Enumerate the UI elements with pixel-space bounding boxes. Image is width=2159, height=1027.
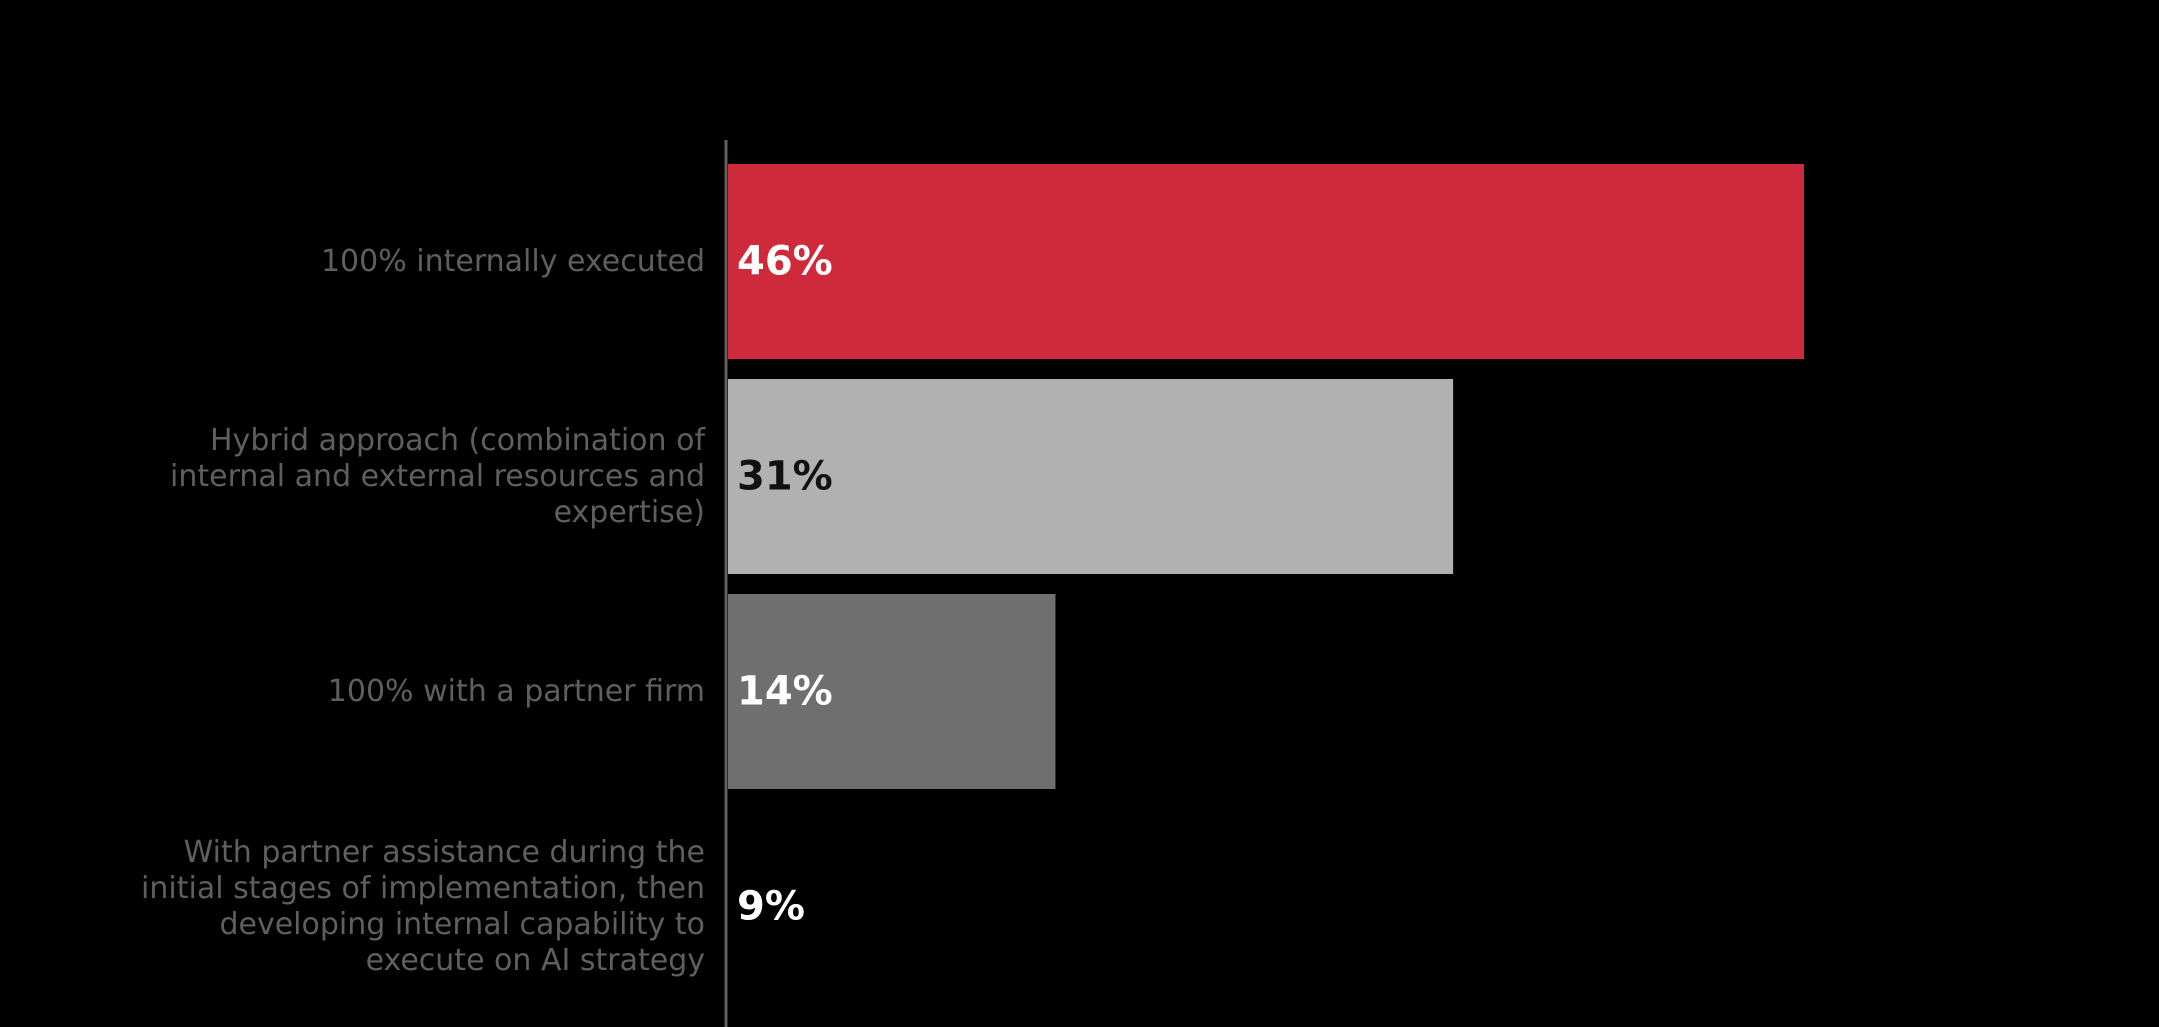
bar-2 (728, 379, 1454, 574)
value-label-1: 46% (737, 239, 833, 285)
category-label-4: With partner assistance during the initia… (141, 835, 705, 978)
category-label-line: internal and external resources and (170, 459, 705, 494)
category-label-line: With partner assistance during the (184, 835, 705, 870)
bar-3 (728, 594, 1056, 789)
category-label-1: 100% internally executed (321, 244, 705, 279)
category-label-2: Hybrid approach (combination of internal … (170, 423, 706, 530)
value-label-4: 9% (737, 884, 805, 930)
bar-1 (728, 164, 1804, 359)
category-label-line: developing internal capability to (219, 907, 705, 942)
category-label-line: Hybrid approach (combination of (210, 423, 706, 458)
value-label-3: 14% (737, 669, 833, 715)
bar-4 (728, 809, 939, 1004)
category-label-line: expertise) (554, 495, 705, 530)
category-label-line: initial stages of implementation, then (141, 871, 705, 906)
category-label-line: 100% with a partner firm (328, 674, 705, 709)
category-label-line: execute on AI strategy (366, 943, 705, 978)
value-labels-group: 46% 31% 14% 9% (737, 239, 833, 930)
category-label-3: 100% with a partner firm (328, 674, 705, 709)
category-labels-group: 100% internally executed Hybrid approach … (141, 244, 706, 978)
bars-group (728, 164, 1804, 1004)
category-label-line: 100% internally executed (321, 244, 705, 279)
value-label-2: 31% (737, 454, 833, 500)
